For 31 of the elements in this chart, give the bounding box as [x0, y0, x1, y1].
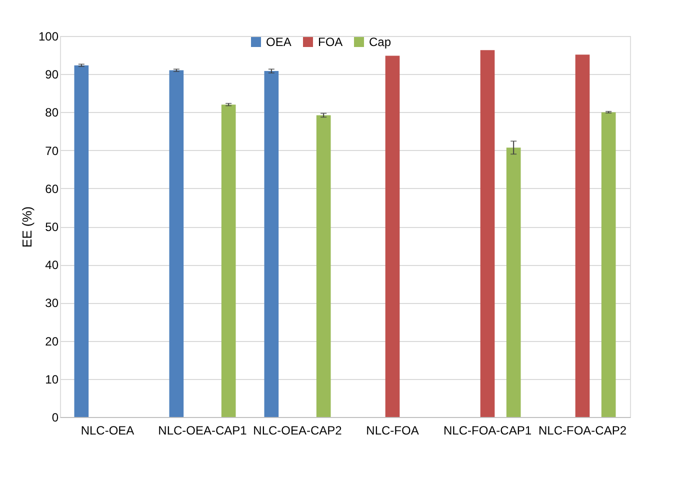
y-tick-label: 40 [45, 258, 59, 272]
bar [601, 112, 616, 417]
y-tick-label: 80 [45, 106, 59, 120]
y-tick-label: 50 [45, 220, 59, 234]
bar [74, 65, 89, 417]
legend-label: Cap [369, 35, 392, 49]
bar [575, 54, 590, 417]
bar [169, 70, 184, 417]
bar [480, 50, 495, 417]
x-tick-label: NLC-OEA-CAP2 [253, 424, 342, 438]
bar [221, 104, 236, 417]
y-tick-label: 100 [38, 30, 59, 44]
x-tick-label: NLC-FOA-CAP2 [538, 424, 627, 438]
y-tick-label: 0 [52, 410, 59, 424]
bar [506, 148, 521, 417]
y-tick-label: 60 [45, 182, 59, 196]
x-tick-label: NLC-FOA-CAP1 [443, 424, 532, 438]
y-axis-title: EE (%) [19, 206, 34, 248]
y-tick-label: 30 [45, 296, 59, 310]
x-tick-label: NLC-OEA [80, 424, 134, 438]
x-tick-label: NLC-FOA [366, 424, 419, 438]
bar [316, 115, 331, 417]
y-tick-label: 10 [45, 372, 59, 386]
y-tick-label: 20 [45, 334, 59, 348]
bar [264, 71, 279, 417]
legend-label: OEA [266, 35, 292, 49]
x-tick-label: NLC-OEA-CAP1 [158, 424, 248, 438]
legend-label: FOA [318, 35, 343, 49]
bar [385, 56, 400, 417]
y-tick-label: 70 [45, 144, 59, 158]
y-tick-label: 90 [45, 68, 59, 82]
